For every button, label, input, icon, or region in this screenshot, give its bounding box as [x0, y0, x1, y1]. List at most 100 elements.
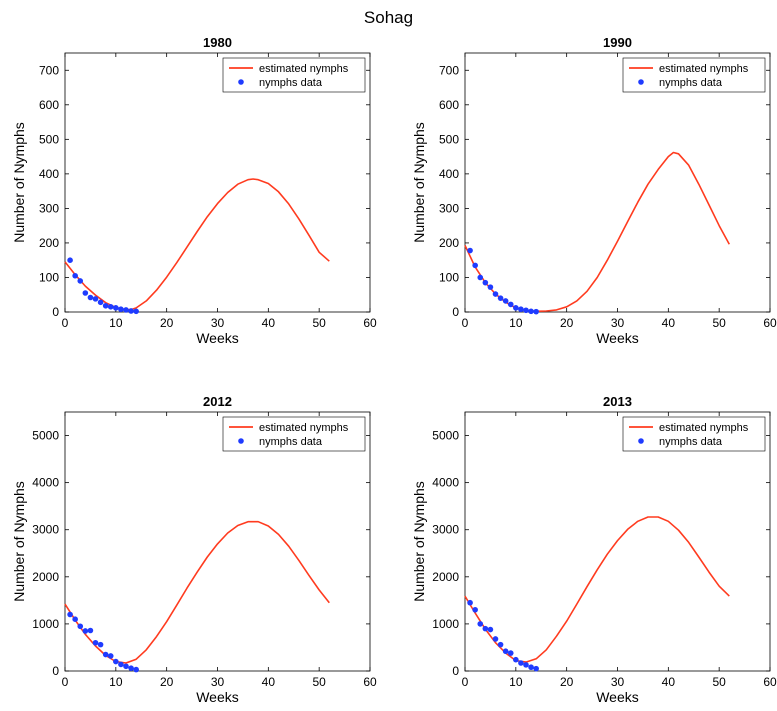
- legend: estimated nymphs nymphs data: [222, 57, 366, 93]
- x-tick-label: 60: [763, 316, 777, 330]
- data-point: [118, 661, 124, 668]
- x-tick-label: 40: [262, 675, 276, 689]
- data-point: [133, 308, 139, 315]
- legend: estimated nymphs nymphs data: [622, 416, 766, 452]
- data-point: [497, 641, 504, 648]
- data-point: [92, 296, 99, 302]
- legend: estimated nymphs nymphs data: [622, 57, 766, 93]
- data-point: [67, 611, 73, 618]
- y-tick-label: 300: [39, 201, 59, 215]
- y-tick-label: 2000: [32, 570, 59, 584]
- data-point: [467, 599, 473, 606]
- y-tick-label: 500: [39, 132, 59, 146]
- y-tick-label: 5000: [432, 429, 459, 443]
- x-tick-label: 30: [611, 675, 625, 689]
- data-point: [482, 625, 489, 632]
- y-tick-label: 0: [452, 664, 459, 678]
- legend-dot-swatch: [638, 79, 644, 85]
- data-point: [107, 304, 114, 310]
- y-tick-label: 600: [39, 98, 59, 112]
- y-tick-label: 1000: [32, 617, 59, 631]
- data-point: [82, 290, 89, 296]
- y-tick-label: 400: [439, 167, 459, 181]
- y-axis-label: Number of Nymphs: [11, 481, 27, 602]
- y-tick-label: 700: [39, 63, 59, 77]
- y-tick-label: 500: [439, 132, 459, 146]
- data-point: [87, 627, 94, 634]
- data-point: [513, 656, 519, 663]
- y-tick-label: 0: [52, 664, 59, 678]
- y-axis-label: Number of Nymphs: [11, 122, 27, 243]
- x-tick-label: 50: [712, 675, 726, 689]
- legend-entry: nymphs data: [259, 436, 323, 448]
- x-tick-label: 60: [763, 675, 777, 689]
- legend-box: [222, 57, 366, 93]
- data-point: [113, 305, 119, 311]
- y-tick-label: 700: [439, 63, 459, 77]
- x-axis-label: Weeks: [596, 689, 639, 705]
- y-tick-label: 3000: [432, 523, 459, 537]
- data-point: [77, 278, 84, 284]
- series-line-estimated-nymphs: [464, 516, 730, 663]
- data-point: [102, 651, 109, 658]
- x-tick-label: 0: [462, 675, 469, 689]
- legend-entry: estimated nymphs: [259, 63, 349, 75]
- x-tick-label: 50: [312, 675, 326, 689]
- data-point: [502, 648, 509, 655]
- data-point: [113, 658, 119, 665]
- legend: estimated nymphs nymphs data: [222, 416, 366, 452]
- data-point: [92, 639, 99, 646]
- legend-entry: estimated nymphs: [259, 422, 349, 434]
- x-tick-label: 20: [560, 316, 574, 330]
- subplot-title: 1990: [603, 35, 632, 50]
- data-point: [472, 606, 478, 613]
- y-tick-label: 3000: [32, 523, 59, 537]
- legend-box: [622, 57, 766, 93]
- legend-dot-swatch: [238, 438, 244, 444]
- data-point: [472, 262, 478, 269]
- x-tick-label: 10: [109, 675, 123, 689]
- y-tick-label: 4000: [432, 476, 459, 490]
- data-point: [492, 636, 499, 642]
- x-tick-label: 10: [109, 316, 123, 330]
- data-point: [97, 299, 104, 306]
- data-point: [533, 308, 539, 315]
- data-point: [67, 257, 73, 264]
- y-tick-label: 600: [439, 98, 459, 112]
- y-tick-label: 0: [52, 305, 59, 319]
- data-point: [502, 298, 509, 304]
- plot-area: [464, 52, 771, 313]
- subplot-title: 2012: [203, 394, 232, 409]
- y-tick-label: 100: [439, 270, 459, 284]
- data-point: [518, 306, 524, 313]
- figure-title: Sohag: [363, 8, 414, 27]
- data-point: [123, 307, 129, 313]
- y-tick-label: 400: [39, 167, 59, 181]
- data-point: [102, 302, 109, 309]
- data-point: [123, 663, 129, 670]
- x-axis-label: Weeks: [196, 689, 239, 705]
- y-tick-label: 200: [439, 236, 459, 250]
- subplot-2013: 2013 0 10 20 30 40 50 60 0 1000 2000 3000 4000 5000 We…: [411, 394, 777, 705]
- data-point: [528, 308, 534, 315]
- legend-entry: nymphs data: [259, 77, 323, 89]
- subplot-2012: 2012 0 10 20 30 40 50 60 0 1000 2000 3000 4000 5000 We…: [11, 394, 377, 705]
- data-point: [528, 664, 534, 671]
- x-tick-label: 10: [509, 675, 523, 689]
- x-tick-label: 40: [262, 316, 276, 330]
- data-point: [477, 621, 484, 627]
- y-tick-label: 4000: [32, 476, 59, 490]
- x-tick-label: 0: [462, 316, 469, 330]
- data-point: [118, 306, 124, 313]
- y-tick-label: 5000: [32, 429, 59, 443]
- legend-entry: estimated nymphs: [659, 422, 749, 434]
- x-tick-label: 30: [211, 675, 225, 689]
- y-tick-label: 0: [452, 305, 459, 319]
- data-point: [477, 274, 484, 281]
- legend-dot-swatch: [238, 79, 244, 85]
- y-axis-label: Number of Nymphs: [411, 122, 427, 243]
- y-tick-label: 1000: [432, 617, 459, 631]
- x-tick-label: 20: [560, 675, 574, 689]
- subplot-title: 1980: [203, 35, 232, 50]
